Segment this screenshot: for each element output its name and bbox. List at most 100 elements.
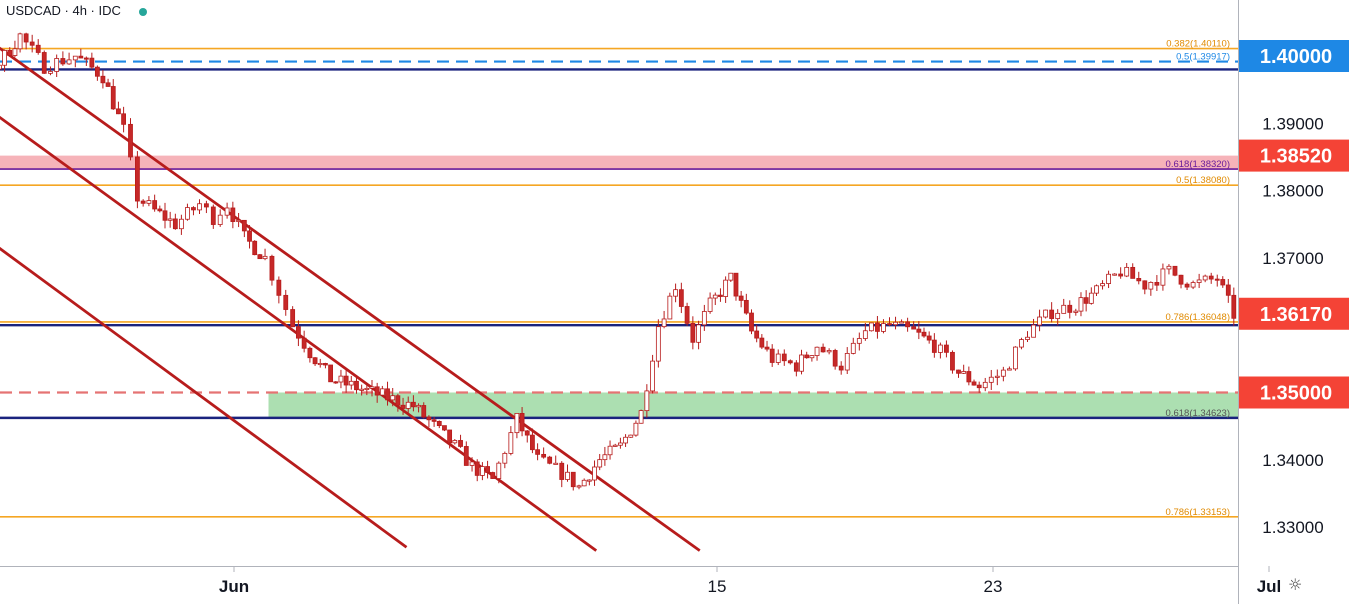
candle-body <box>224 207 230 216</box>
candle-body <box>416 405 421 408</box>
candle-body <box>354 380 359 391</box>
candle-body <box>426 416 432 421</box>
candle-body <box>559 462 565 480</box>
candle-body <box>893 321 898 326</box>
time-axis[interactable]: Jun1523Jul1321 <box>219 566 1349 596</box>
price-tick-label: 1.39000 <box>1262 114 1323 133</box>
candle-body <box>1088 292 1094 304</box>
candle-body <box>1083 297 1089 304</box>
candle-body <box>162 210 168 221</box>
price-axis[interactable]: 1.39000 1.38000 1.37000 1.34000 1.33000 1.400… <box>1239 40 1349 537</box>
candle-body <box>1043 309 1049 318</box>
levels-layer <box>0 47 1238 518</box>
candle-body <box>140 200 146 204</box>
candle-body <box>690 323 696 343</box>
candle-body <box>121 113 126 125</box>
candle-body <box>317 363 323 366</box>
price-tag <box>1239 376 1349 409</box>
candle-body <box>301 337 307 349</box>
candle-body <box>667 295 673 320</box>
candle-body <box>421 405 427 418</box>
candle-body <box>241 219 247 232</box>
candle-body <box>348 380 354 386</box>
candle-body <box>524 430 530 436</box>
candle-body <box>519 413 525 432</box>
candle-body <box>395 395 401 406</box>
candle-body <box>152 200 158 210</box>
candle-body <box>110 86 116 110</box>
candle-body <box>1142 280 1148 290</box>
candle-body <box>128 123 133 158</box>
candle-body <box>0 64 2 70</box>
candle-body <box>1112 273 1118 276</box>
candle-body <box>502 452 508 464</box>
candle-body <box>197 203 202 211</box>
candle-body <box>458 440 463 447</box>
candle-body <box>655 326 661 362</box>
candle-body <box>89 57 95 68</box>
candle-body <box>712 294 718 299</box>
candle-body <box>738 295 744 301</box>
candle-body <box>7 50 13 56</box>
channel-line <box>0 46 701 552</box>
candle-body <box>1055 312 1061 319</box>
candle-body <box>312 357 318 365</box>
candle-body <box>887 323 892 326</box>
candle-body <box>369 386 375 389</box>
candle-body <box>956 369 961 374</box>
candle-body <box>937 344 943 353</box>
candle-body <box>988 376 994 383</box>
candle-body <box>565 471 570 480</box>
time-tick-label: Jun <box>219 577 249 596</box>
candle-body <box>359 388 365 391</box>
candle-body <box>1078 297 1084 312</box>
market-status-icon <box>138 7 147 16</box>
price-tag-label: 1.35000 <box>1260 383 1332 405</box>
candle-body <box>1049 309 1055 319</box>
candle-body <box>262 255 268 260</box>
candle-body <box>29 41 35 46</box>
candle-body <box>976 384 982 389</box>
candle-body <box>452 440 458 444</box>
candle-body <box>1160 268 1166 286</box>
candle-body <box>764 346 770 350</box>
candle-body <box>696 324 701 343</box>
candle-body <box>1220 279 1226 286</box>
candle-body <box>1031 324 1036 338</box>
candle-body <box>814 346 820 356</box>
candle-body <box>23 33 29 43</box>
fib-level-label: 0.382(1.40110) <box>1166 39 1230 50</box>
candle-body <box>916 328 922 333</box>
candle-body <box>333 381 339 384</box>
candle-body <box>307 347 313 359</box>
candle-body <box>1067 304 1073 313</box>
candle-body <box>820 346 826 353</box>
candle-body <box>60 58 66 65</box>
candle-body <box>644 390 650 412</box>
candle-body <box>618 442 623 446</box>
candle-body <box>1225 284 1231 296</box>
candle-body <box>684 306 690 324</box>
candle-body <box>410 401 416 408</box>
candle-body <box>547 456 553 464</box>
candle-body <box>1000 369 1006 377</box>
candle-body <box>134 156 140 202</box>
candle-body <box>673 289 678 297</box>
candle-body <box>926 335 932 341</box>
candle-body <box>290 309 296 328</box>
zones-layer <box>0 155 1238 419</box>
settings-gear-icon[interactable]: ☼ <box>1288 575 1303 594</box>
candle-body <box>191 207 196 211</box>
candle-body <box>868 322 874 332</box>
candle-body <box>759 337 765 348</box>
zone-pink <box>0 155 1238 170</box>
candle-body <box>1061 304 1067 314</box>
candle-body <box>210 206 216 225</box>
candle-body <box>2 50 7 66</box>
candle-body <box>78 55 84 59</box>
time-tick-label: Jul <box>1257 577 1282 596</box>
candle-body <box>661 318 667 328</box>
candle-body <box>485 466 490 473</box>
price-tick-label: 1.34000 <box>1262 451 1323 470</box>
